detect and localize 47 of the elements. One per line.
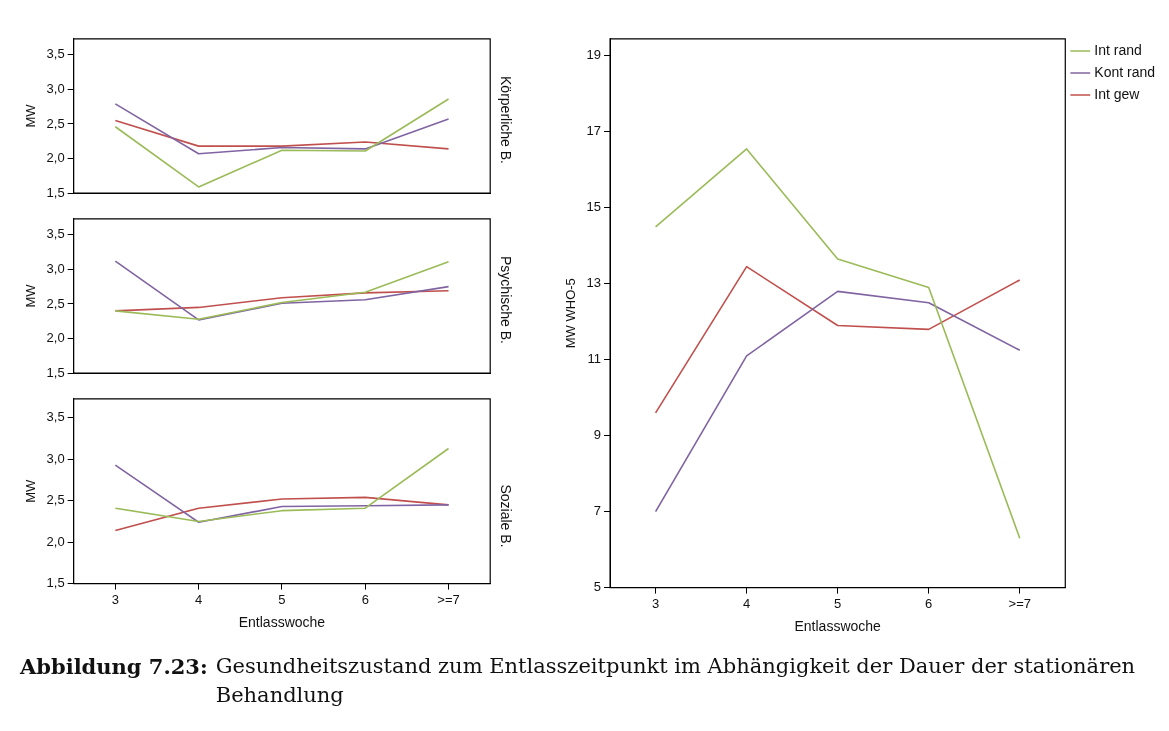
y2-axis-title: Psychische B. — [497, 256, 514, 344]
y-tick-label: 3,0 — [46, 450, 65, 466]
x-tick-label: 5 — [834, 595, 842, 611]
y-tick-label: 15 — [586, 199, 602, 215]
legend-label: Kont rand — [1094, 63, 1156, 80]
y-axis-title: MW — [23, 283, 39, 308]
y-tick-label: 13 — [586, 275, 602, 291]
x-tick-label: 6 — [925, 595, 933, 611]
y-tick-label: 2,5 — [46, 295, 65, 311]
x-tick-label: 3 — [111, 591, 119, 607]
y-tick-label: 1,5 — [46, 575, 65, 591]
y2-axis-title: Körperliche B. — [497, 76, 514, 164]
x-tick-label: 3 — [651, 595, 660, 611]
y-tick-label: 2,0 — [46, 150, 65, 166]
x-tick-label: >=7 — [1008, 595, 1031, 611]
x-tick-label: 4 — [743, 595, 751, 611]
y-tick-label: 3,0 — [46, 80, 65, 96]
x-tick-label: 5 — [278, 591, 286, 607]
legend-label: Int rand — [1094, 41, 1142, 58]
y-tick-label: 3,0 — [46, 260, 65, 276]
y-tick-label: 2,5 — [46, 492, 65, 508]
legend-label: Int gew — [1094, 85, 1141, 102]
text: Abbildung 7.23: — [20, 653, 208, 681]
y-tick-label: 19 — [586, 47, 602, 63]
y-tick-label: 1,5 — [46, 364, 65, 380]
y-tick-label: 3,5 — [46, 409, 65, 425]
x-axis-title: Entlasswoche — [238, 614, 326, 631]
y-tick-label: 5 — [593, 579, 602, 595]
y-tick-label: 2,0 — [46, 330, 65, 346]
y-tick-label: 7 — [593, 503, 602, 519]
y-tick-label: 11 — [587, 351, 602, 367]
y-tick-label: 3,5 — [46, 226, 65, 242]
y-axis-title: MW WHO-5 — [563, 278, 579, 349]
text: Gesundheitszustand zum Entlasszeitpunkt im Abhängigkeit der Dauer der stationären Behandlung — [215, 653, 1137, 709]
y-tick-label: 9 — [593, 427, 602, 443]
y-tick-label: 2,0 — [46, 533, 65, 549]
x-tick-label: >=7 — [437, 591, 460, 607]
y-tick-label: 2,5 — [46, 115, 65, 131]
y-tick-label: 17 — [586, 123, 602, 139]
y2-axis-title: Soziale B. — [497, 484, 514, 548]
x-tick-label: 4 — [195, 591, 203, 607]
x-axis-title: Entlasswoche — [794, 618, 882, 635]
y-tick-label: 3,5 — [46, 46, 65, 62]
y-axis-title: MW — [23, 478, 39, 503]
x-tick-label: 6 — [361, 591, 369, 607]
y-tick-label: 1,5 — [46, 184, 65, 200]
y-axis-title: MW — [23, 103, 39, 128]
